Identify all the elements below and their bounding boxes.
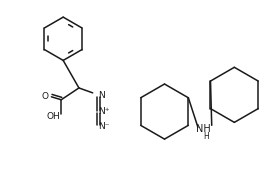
Text: H: H bbox=[203, 132, 209, 141]
Text: N⁻: N⁻ bbox=[99, 122, 110, 131]
Text: N: N bbox=[99, 91, 105, 100]
Text: O: O bbox=[42, 92, 49, 101]
Text: NH: NH bbox=[197, 124, 211, 134]
Text: N⁺: N⁺ bbox=[99, 107, 110, 116]
Text: OH: OH bbox=[46, 112, 60, 121]
